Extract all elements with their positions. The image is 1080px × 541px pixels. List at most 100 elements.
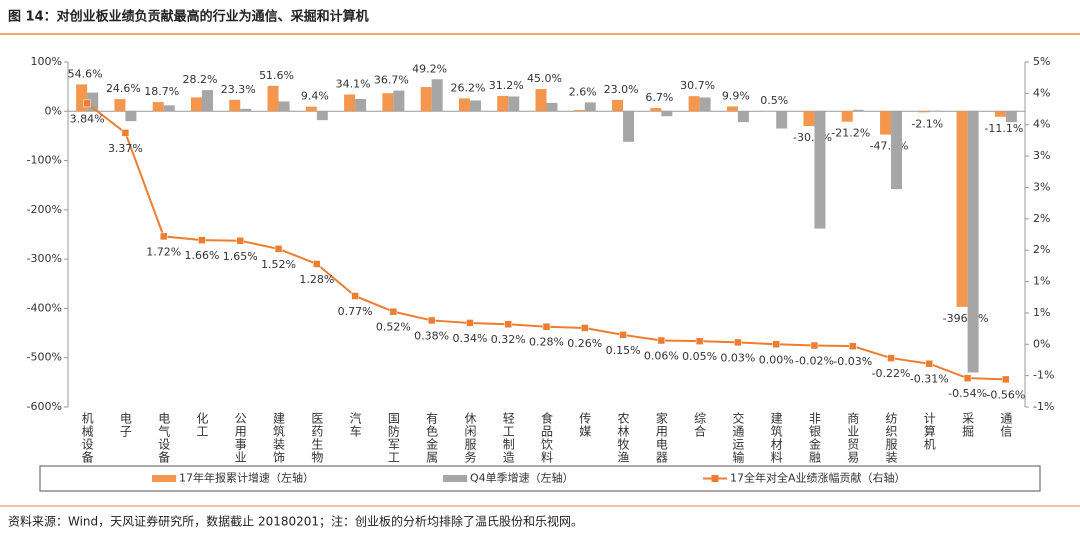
bar bbox=[688, 96, 700, 112]
line-value-label: 0.34% bbox=[452, 332, 487, 345]
bar bbox=[918, 111, 930, 113]
line-value-label: 0.32% bbox=[491, 333, 526, 346]
x-tick-label: 休闲服务 bbox=[463, 412, 477, 464]
line-marker bbox=[542, 322, 551, 331]
x-tick-label: 家用电器 bbox=[654, 411, 668, 464]
x-tick-label: 商业贸易 bbox=[846, 411, 860, 464]
bar bbox=[803, 111, 815, 127]
x-tick-label: 非银金融 bbox=[807, 412, 821, 464]
source-note: 资料来源：Wind，天风证券研究所，数据截止 20180201；注：创业板的分析… bbox=[8, 514, 583, 529]
line-marker bbox=[734, 338, 742, 347]
y-tick-label: -600% bbox=[27, 400, 62, 413]
bar bbox=[661, 111, 673, 117]
bar bbox=[316, 111, 328, 121]
legend-label: 17年年报累计增速（左轴） bbox=[179, 471, 314, 485]
y2-tick-label: 4% bbox=[1033, 118, 1050, 131]
x-tick-label: 传媒 bbox=[578, 411, 592, 438]
y-tick-label: 100% bbox=[31, 55, 62, 68]
y-tick-label: -300% bbox=[27, 252, 62, 265]
bar-value-label: 30.7% bbox=[680, 79, 715, 92]
legend-marker bbox=[711, 475, 719, 482]
bar bbox=[880, 111, 892, 135]
y2-tick-label: 1% bbox=[1033, 306, 1050, 319]
legend-swatch bbox=[152, 475, 176, 482]
line-value-label: 3.37% bbox=[108, 142, 143, 155]
line-marker bbox=[581, 324, 589, 332]
x-tick-label: 交通运输 bbox=[731, 411, 745, 464]
line-value-label: 0.05% bbox=[682, 350, 717, 363]
bar-value-label: 6.7% bbox=[645, 91, 673, 104]
bar bbox=[382, 93, 394, 112]
bar bbox=[229, 99, 241, 112]
y-tick-label: 0% bbox=[45, 104, 62, 117]
line-marker bbox=[83, 99, 91, 108]
y2-tick-label: 5% bbox=[1033, 55, 1050, 68]
bar-value-label: 26.2% bbox=[450, 81, 485, 94]
bar bbox=[726, 106, 738, 112]
bar bbox=[584, 102, 596, 112]
bar bbox=[967, 111, 979, 373]
bar bbox=[201, 90, 213, 112]
x-tick-label: 农林牧渔 bbox=[616, 412, 630, 464]
x-tick-label: 国防军工 bbox=[386, 412, 400, 464]
line-value-label: 0.26% bbox=[567, 337, 602, 350]
bar-value-label: 49.2% bbox=[412, 62, 447, 75]
line-value-label: -0.54% bbox=[948, 387, 987, 400]
bar bbox=[841, 111, 853, 122]
bar bbox=[278, 101, 290, 112]
bar bbox=[699, 97, 711, 112]
x-tick-label: 电子 bbox=[118, 412, 132, 438]
line-value-label: 1.28% bbox=[299, 273, 334, 286]
bar-value-label: 18.7% bbox=[144, 85, 179, 98]
y2-tick-label: 3% bbox=[1033, 149, 1050, 162]
x-tick-label: 电气设备 bbox=[157, 412, 171, 464]
line-value-label: 1.65% bbox=[223, 250, 258, 263]
line-marker bbox=[848, 342, 857, 350]
bar-value-label: -30.0% bbox=[793, 131, 832, 144]
bar bbox=[458, 98, 470, 112]
x-tick-label: 综合 bbox=[693, 412, 707, 438]
bar-value-label: 31.2% bbox=[489, 79, 524, 92]
line-marker bbox=[313, 260, 321, 268]
x-tick-label: 建筑装饰 bbox=[272, 412, 286, 464]
line-marker bbox=[810, 341, 819, 350]
line-value-label: 0.03% bbox=[720, 351, 755, 364]
bar-value-label: 45.0% bbox=[527, 72, 562, 85]
bar-value-label: 0.5% bbox=[760, 94, 788, 107]
bar bbox=[163, 105, 175, 112]
x-tick-label: 有色金属 bbox=[425, 412, 439, 464]
bar bbox=[393, 90, 405, 112]
x-tick-label: 汽车 bbox=[348, 411, 362, 438]
bar-value-label: 2.6% bbox=[569, 85, 597, 98]
line-value-label: -0.03% bbox=[833, 355, 872, 368]
bar bbox=[508, 96, 520, 112]
x-tick-label: 建筑材料 bbox=[769, 412, 783, 464]
bar bbox=[76, 84, 88, 112]
bar bbox=[573, 110, 585, 112]
line-value-label: 0.38% bbox=[414, 329, 449, 342]
bar bbox=[125, 111, 137, 122]
bar bbox=[497, 95, 509, 112]
bar-value-label: 24.6% bbox=[106, 82, 141, 95]
bar bbox=[737, 111, 749, 123]
bar bbox=[623, 111, 635, 142]
line-value-label: 0.52% bbox=[376, 321, 411, 334]
y-tick-label: -400% bbox=[27, 301, 62, 314]
bar-value-label: 54.6% bbox=[68, 67, 103, 80]
bar bbox=[469, 100, 481, 112]
line-value-label: 1.52% bbox=[261, 258, 296, 271]
bar-value-label: 23.3% bbox=[221, 83, 256, 96]
bar-value-label: 28.2% bbox=[183, 73, 218, 86]
line-marker bbox=[1002, 375, 1010, 384]
x-tick-label: 采掘 bbox=[961, 412, 975, 438]
y2-tick-label: -1% bbox=[1033, 400, 1054, 413]
bar-value-label: 9.9% bbox=[722, 89, 750, 102]
x-tick-label: 机械设备 bbox=[80, 412, 94, 464]
line-value-label: 1.72% bbox=[146, 245, 181, 258]
x-tick-label: 食品饮料 bbox=[540, 411, 554, 464]
line-marker bbox=[772, 340, 780, 349]
line-marker bbox=[619, 331, 627, 339]
bar bbox=[956, 111, 968, 307]
bar bbox=[431, 79, 443, 112]
